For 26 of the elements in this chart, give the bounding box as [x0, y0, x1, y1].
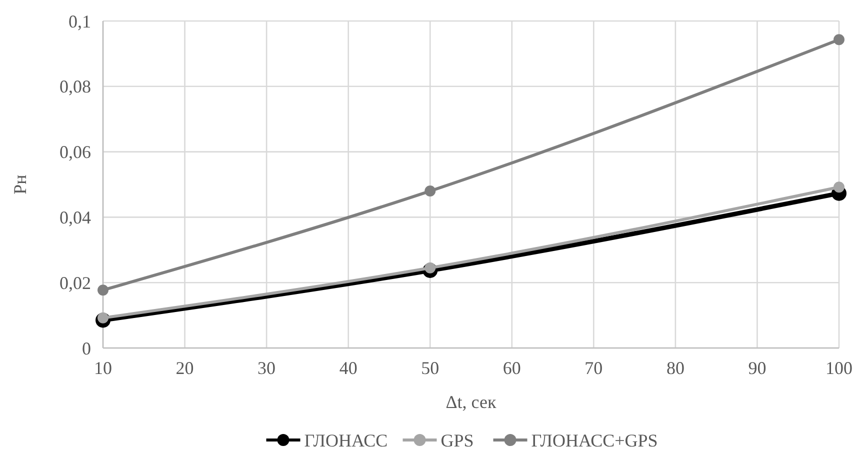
legend-label: ГЛОНАСС — [304, 430, 388, 450]
x-tick-label: 50 — [421, 358, 440, 378]
y-axis-title: Pн — [10, 174, 30, 194]
y-tick-label: 0,08 — [60, 76, 91, 97]
point — [424, 186, 436, 197]
y-tick-label: 0,02 — [60, 272, 91, 293]
x-tick-label: 80 — [666, 358, 684, 378]
legend-label: GPS — [440, 430, 474, 450]
x-axis-title: Δt, сек — [446, 392, 497, 412]
x-tick-label: 20 — [176, 358, 194, 378]
point — [424, 262, 436, 274]
x-tick-label: 30 — [258, 358, 276, 378]
y-tick-label: 0 — [82, 338, 91, 358]
point — [834, 34, 844, 46]
x-tick-label: 90 — [748, 358, 766, 378]
legend-label: ГЛОНАСС+GPS — [531, 430, 658, 450]
x-tick-label: 40 — [339, 358, 358, 378]
x-tick-label: 60 — [502, 358, 521, 378]
point — [834, 182, 844, 193]
y-tick-label: 0,06 — [60, 142, 91, 162]
x-tick-label: 100 — [826, 358, 852, 378]
x-tick-label: 70 — [584, 358, 603, 378]
point — [98, 284, 108, 296]
y-tick-label: 0,1 — [68, 11, 91, 32]
x-tick-label: 10 — [94, 358, 112, 378]
y-tick-label: 0,04 — [60, 208, 91, 228]
